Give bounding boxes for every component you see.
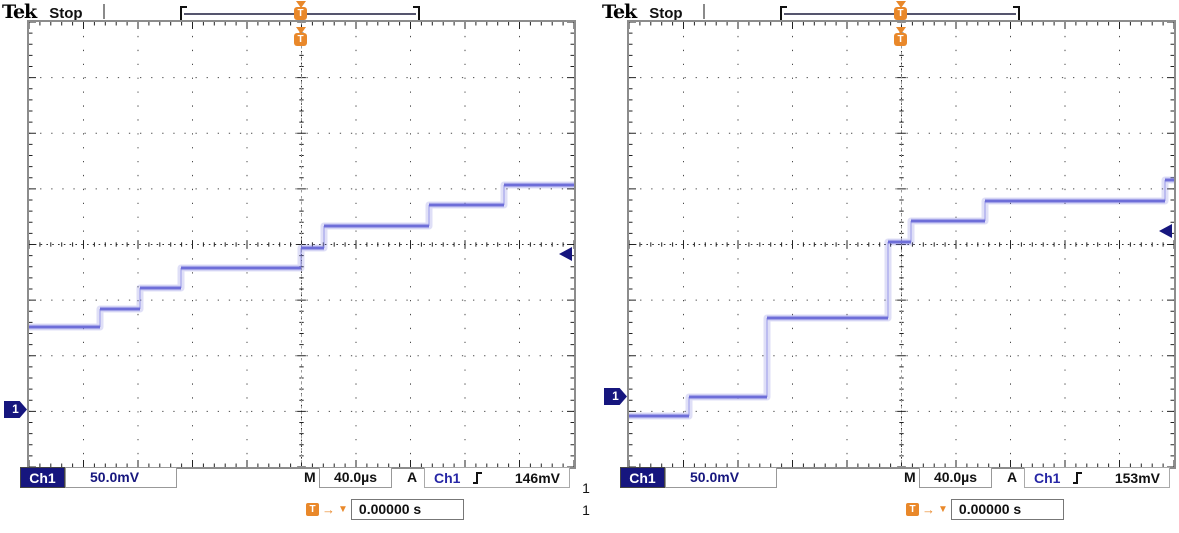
acquisition-status: Stop: [649, 5, 683, 22]
scope-header: Tek Stop: [602, 1, 683, 23]
scope-header: Tek Stop: [2, 1, 83, 23]
trigger-level-readout: 153mV: [1114, 469, 1160, 486]
rising-edge-icon: [1073, 471, 1083, 484]
timebase-label: M: [904, 469, 916, 485]
trigger-mode-label: A: [1007, 469, 1018, 485]
channel-badge: Ch1: [20, 467, 65, 488]
trigger-position-marker-top: T: [293, 1, 308, 20]
channel-badge: Ch1: [620, 467, 665, 488]
trigger-T-icon: T: [294, 7, 307, 20]
down-triangle-icon: [295, 1, 306, 8]
channel-scale-readout: 50.0mV: [65, 467, 177, 488]
timebase-readout: 40.0µs: [919, 467, 992, 488]
down-triangle-icon: ▼: [938, 504, 948, 515]
right-arrow-icon: →: [922, 502, 935, 517]
divider-label: 1: [582, 502, 590, 518]
trigger-position-marker: T: [893, 27, 908, 46]
trigger-position-marker-top: T: [893, 1, 908, 20]
trigger-T-icon: T: [894, 7, 907, 20]
tek-logo: Tek: [2, 1, 37, 23]
trigger-level-arrow-icon: [1159, 224, 1172, 238]
trigger-source: Ch1: [1034, 469, 1061, 486]
channel-ground-marker: 1: [4, 401, 27, 418]
trigger-mode-label: A: [407, 469, 418, 485]
trigger-position-readout: 0.00000 s: [350, 499, 464, 520]
graticule: [27, 20, 576, 469]
scope-panel: Tek Stop T T 1 Ch1 50.0mV M 40.0µs A Ch1 …: [0, 0, 585, 533]
trigger-T-icon: T: [894, 33, 907, 46]
trigger-T-icon: T: [294, 33, 307, 46]
trigger-readout: Ch1 153mV: [1024, 467, 1170, 488]
down-triangle-icon: ▼: [338, 504, 348, 515]
rising-edge-icon: [473, 471, 483, 484]
record-start-tick: [703, 4, 705, 19]
down-triangle-icon: [895, 1, 906, 8]
tek-logo: Tek: [602, 1, 637, 23]
trigger-readout: Ch1 146mV: [424, 467, 570, 488]
record-start-tick: [103, 4, 105, 19]
trigger-source: Ch1: [434, 469, 461, 486]
down-triangle-icon: [895, 27, 906, 34]
trigger-position-row: T → ▼ 0.00000 s: [906, 499, 1064, 520]
divider-labels: 1 1: [576, 477, 596, 521]
divider-label: 1: [582, 480, 590, 496]
trigger-level-arrow-icon: [559, 247, 572, 261]
trigger-position-marker: T: [293, 27, 308, 46]
right-arrow-icon: →: [322, 502, 335, 517]
timebase-readout: 40.0µs: [319, 467, 392, 488]
trigger-level-readout: 146mV: [514, 469, 560, 486]
acquisition-status: Stop: [49, 5, 83, 22]
trigger-position-row: T → ▼ 0.00000 s: [306, 499, 464, 520]
trigger-T-icon: T: [906, 503, 919, 516]
down-triangle-icon: [295, 27, 306, 34]
timebase-label: M: [304, 469, 316, 485]
trigger-T-icon: T: [306, 503, 319, 516]
trigger-position-readout: 0.00000 s: [950, 499, 1064, 520]
channel-scale-readout: 50.0mV: [665, 467, 777, 488]
graticule-svg: [629, 22, 1174, 467]
channel-ground-marker: 1: [604, 388, 627, 405]
graticule-svg: [29, 22, 574, 467]
scope-panel: Tek Stop T T 1 Ch1 50.0mV M 40.0µs A Ch1 …: [600, 0, 1179, 533]
graticule: [627, 20, 1176, 469]
